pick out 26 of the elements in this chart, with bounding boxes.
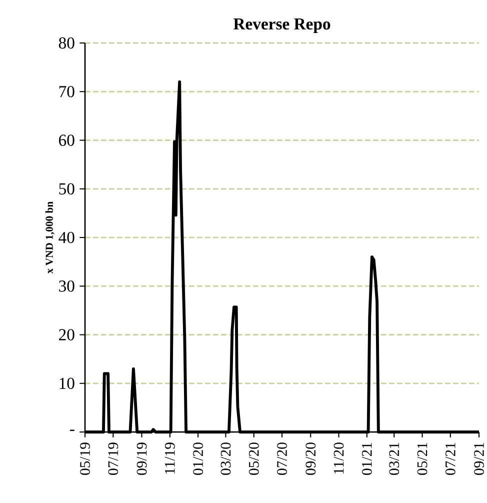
x-tick-label: 05/20 bbox=[248, 442, 259, 475]
x-tick-label: 07/19 bbox=[108, 442, 118, 475]
x-tick-label: 01/20 bbox=[193, 442, 203, 475]
x-tick-label: 01/21 bbox=[362, 442, 372, 475]
y-tick-label: 30 bbox=[59, 280, 74, 292]
x-tick-label: 11/20 bbox=[334, 442, 344, 474]
x-tick-label: 03/21 bbox=[389, 442, 400, 475]
x-tick-label: 11/19 bbox=[164, 442, 175, 474]
x-tick-label: 09/21 bbox=[474, 442, 484, 475]
x-tick-label: 05/19 bbox=[80, 442, 90, 475]
chart-title: Reverse Repo bbox=[233, 18, 330, 33]
y-tick-label: 60 bbox=[59, 134, 74, 146]
y-tick-label: 50 bbox=[59, 183, 74, 194]
y-tick-label: - bbox=[70, 430, 74, 431]
x-tick-label: 07/20 bbox=[277, 442, 287, 475]
x-tick-label: 07/21 bbox=[445, 442, 456, 475]
x-tick-label: 03/20 bbox=[220, 442, 231, 475]
x-tick-label: 09/20 bbox=[306, 442, 316, 475]
y-tick-label: 20 bbox=[59, 329, 74, 340]
y-axis-title: x VND 1,000 bn bbox=[45, 202, 54, 274]
y-tick-label: 80 bbox=[58, 37, 74, 49]
y-tick-label: 40 bbox=[58, 232, 74, 244]
x-tick-label: 05/21 bbox=[417, 442, 428, 475]
x-tick-label: 09/19 bbox=[136, 442, 147, 475]
y-tick-label: 70 bbox=[59, 86, 74, 98]
y-tick-label: 10 bbox=[60, 378, 74, 389]
